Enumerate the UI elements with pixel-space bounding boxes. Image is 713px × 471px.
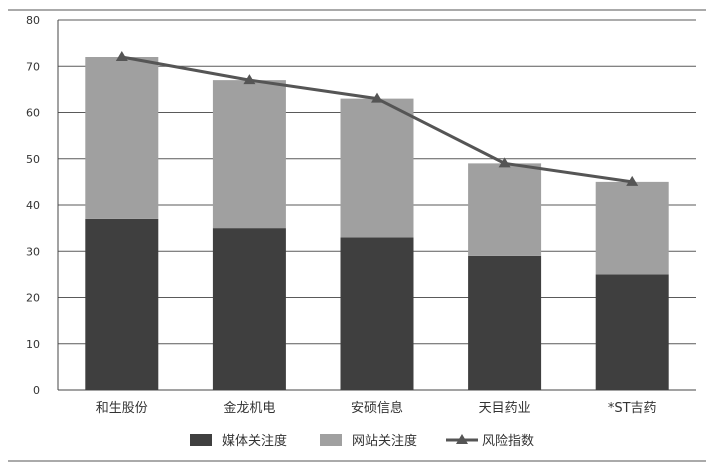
legend: 媒体关注度 网站关注度 风险指数 bbox=[190, 433, 534, 449]
y-tick-label: 50 bbox=[26, 153, 40, 166]
bar bbox=[340, 237, 414, 390]
legend-swatch bbox=[320, 434, 342, 446]
line-point bbox=[498, 157, 511, 168]
bar bbox=[595, 274, 669, 390]
x-tick-label: 金龙机电 bbox=[223, 400, 275, 416]
x-tick-label: 安硕信息 bbox=[351, 400, 403, 416]
y-tick-label: 0 bbox=[33, 384, 40, 397]
legend-label: 媒体关注度 bbox=[222, 433, 287, 449]
legend-swatch bbox=[190, 434, 212, 446]
bar bbox=[85, 218, 159, 390]
bar bbox=[468, 255, 542, 390]
x-tick-label: *ST吉药 bbox=[608, 401, 657, 416]
y-tick-label: 40 bbox=[26, 199, 40, 212]
x-axis-labels: 和生股份 金龙机电 安硕信息 天目药业 *ST吉药 bbox=[96, 400, 657, 416]
y-tick-label: 20 bbox=[26, 292, 40, 305]
line-point bbox=[626, 175, 639, 186]
y-tick-label: 10 bbox=[26, 338, 40, 351]
bar bbox=[340, 98, 414, 238]
bar bbox=[212, 228, 286, 390]
line-point bbox=[243, 74, 256, 85]
legend-label: 网站关注度 bbox=[352, 433, 417, 449]
bar bbox=[468, 163, 542, 256]
line-point bbox=[115, 51, 128, 61]
x-tick-label: 和生股份 bbox=[96, 401, 148, 416]
bars bbox=[85, 57, 669, 390]
risk-line bbox=[115, 51, 639, 186]
y-axis: 0 10 20 30 40 50 60 70 80 bbox=[26, 14, 696, 397]
legend-label: 风险指数 bbox=[482, 434, 534, 449]
y-tick-label: 60 bbox=[26, 107, 40, 120]
y-tick-label: 80 bbox=[26, 14, 40, 27]
y-tick-label: 30 bbox=[26, 245, 40, 258]
legend-marker bbox=[456, 434, 468, 444]
bar bbox=[595, 181, 669, 275]
line-point bbox=[371, 92, 383, 103]
y-tick-label: 70 bbox=[26, 60, 40, 73]
bar bbox=[85, 57, 159, 219]
x-tick-label: 天目药业 bbox=[479, 401, 531, 416]
bar bbox=[212, 80, 286, 229]
